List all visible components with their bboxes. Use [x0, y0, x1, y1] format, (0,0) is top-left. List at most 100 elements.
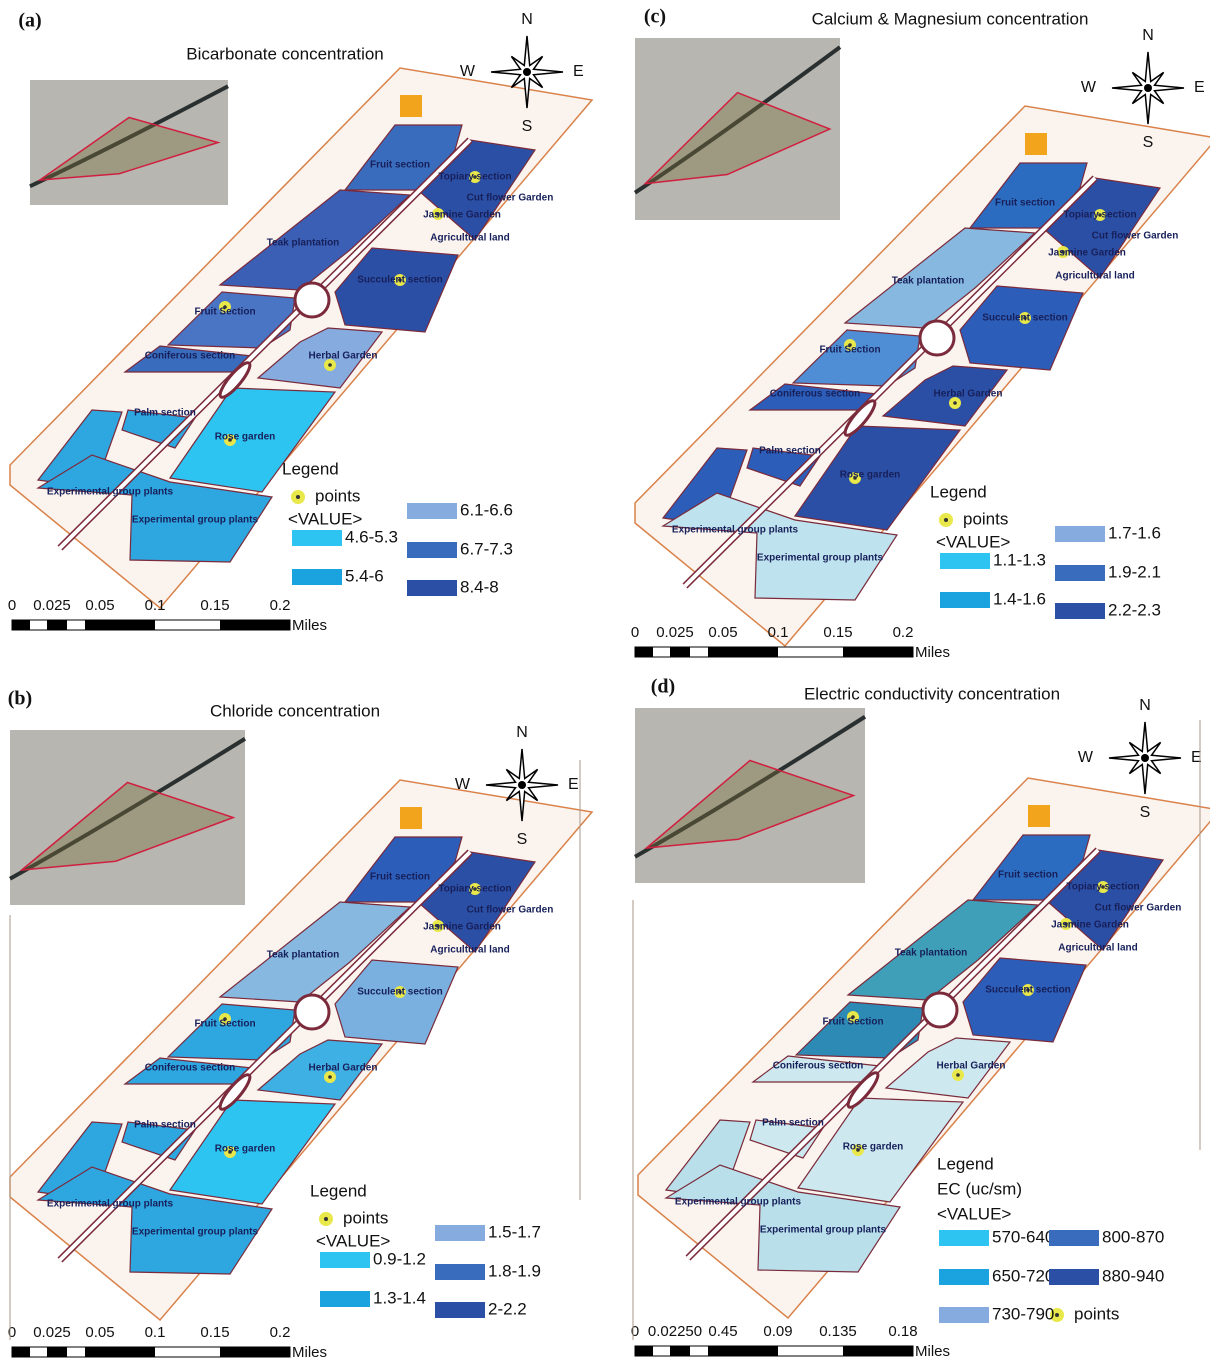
sample-point-center: [328, 1075, 332, 1079]
legend-swatch: [407, 542, 457, 558]
scale-unit: Miles: [292, 1344, 327, 1360]
legend-label: 1.5-1.7: [488, 1222, 541, 1241]
scale-bar-segment: [670, 647, 690, 657]
section-label: Cut flower Garden: [467, 193, 554, 204]
legend-point-center: [324, 1217, 328, 1221]
section-label: Herbal Garden: [934, 389, 1003, 400]
scale-tick-label: 0.1: [768, 624, 789, 641]
section-label: Topiary section: [438, 172, 511, 183]
section-label: Herbal Garden: [309, 1063, 378, 1074]
section-label: Agricultural land: [430, 233, 509, 244]
section-label: Succulent section: [357, 987, 443, 998]
legend-swatch: [407, 503, 457, 519]
panel: Fruit sectionTopiary sectionCut flower G…: [8, 688, 592, 1360]
legend-label: 5.4-6: [345, 566, 384, 585]
compass-n: N: [521, 11, 533, 28]
compass-center: [1144, 84, 1152, 92]
scale-bar-segment: [843, 647, 913, 657]
legend-label: 650-720: [992, 1266, 1054, 1285]
section-label: Herbal Garden: [937, 1061, 1006, 1072]
section-label: Succulent section: [985, 985, 1071, 996]
legend-label: 1.3-1.4: [373, 1288, 426, 1307]
legend-points: points: [343, 1208, 388, 1227]
section-label: Palm section: [762, 1118, 824, 1129]
scale-tick-label: 0.18: [888, 1323, 917, 1340]
section-label: Experimental group plants: [757, 553, 884, 564]
scale-bar-segment: [85, 620, 155, 630]
section-label: Succulent section: [982, 313, 1068, 324]
scale-bar-segment: [690, 1349, 708, 1353]
section-label: Experimental group plants: [760, 1225, 887, 1236]
legend-title: Legend: [930, 482, 987, 501]
compass-s: S: [522, 118, 533, 135]
scale-bar-segment: [708, 647, 778, 657]
section-label: Coniferous section: [770, 389, 861, 400]
legend-subtitle: EC (uc/sm): [937, 1179, 1022, 1198]
scale-unit: Miles: [915, 644, 950, 661]
section-label: Topiary section: [1066, 882, 1139, 893]
legend-point-center: [296, 495, 300, 499]
compass-w: W: [460, 63, 476, 80]
scale-bar-segment: [85, 1347, 155, 1357]
section-label: Fruit section: [998, 870, 1058, 881]
section-label: Cut flower Garden: [1095, 903, 1182, 914]
legend-swatch: [1049, 1269, 1099, 1285]
panel-label: (a): [18, 10, 41, 32]
scale-tick-label: 0.2: [270, 597, 291, 614]
section-label: Jasmine Garden: [423, 210, 501, 221]
legend-swatch: [939, 1307, 989, 1323]
section-label: Fruit Section: [822, 1017, 883, 1028]
section-label: Cut flower Garden: [1092, 231, 1179, 242]
panel-title: Calcium & Magnesium concentration: [812, 9, 1089, 28]
legend-points: points: [963, 509, 1008, 528]
legend-label: 0.9-1.2: [373, 1249, 426, 1268]
section-label: Experimental group plants: [675, 1197, 802, 1208]
section-label: Agricultural land: [430, 945, 509, 956]
legend-label: 8.4-8: [460, 577, 499, 596]
legend-point-center: [1055, 1313, 1059, 1317]
scale-tick-label: 0.15: [200, 1324, 229, 1341]
legend-label: 1.9-2.1: [1108, 562, 1161, 581]
scale-bar-segment: [778, 1349, 843, 1353]
section-label: Jasmine Garden: [1048, 248, 1126, 259]
scale-bar-segment: [635, 647, 653, 657]
section-label: Fruit Section: [194, 307, 255, 318]
compass-n: N: [1142, 27, 1154, 44]
legend-value-header: <VALUE>: [316, 1231, 390, 1250]
section-label: Palm section: [759, 446, 821, 457]
section-label: Fruit Section: [819, 345, 880, 356]
section-label: Agricultural land: [1055, 271, 1134, 282]
legend-swatch: [1049, 1230, 1099, 1246]
scale-tick-label: 0.05: [708, 624, 737, 641]
compass-s: S: [1140, 804, 1151, 821]
scale-tick-label: 0.2: [893, 624, 914, 641]
legend-label: 6.7-7.3: [460, 539, 513, 558]
legend-label: 730-790: [992, 1304, 1054, 1323]
legend-points: points: [1074, 1304, 1119, 1323]
panel-title: Electric conductivity concentration: [804, 684, 1060, 703]
legend-value-header: <VALUE>: [936, 532, 1010, 551]
scale-bar-segment: [708, 1346, 778, 1356]
legend-label: 570-640: [992, 1227, 1054, 1246]
building: [1028, 805, 1050, 827]
roundabout: [920, 321, 954, 355]
sample-point-center: [328, 363, 332, 367]
roundabout: [295, 995, 329, 1029]
legend-swatch: [435, 1302, 485, 1318]
panel: Fruit sectionTopiary sectionCut flower G…: [631, 6, 1210, 661]
legend-swatch: [435, 1264, 485, 1280]
scale-bar-segment: [67, 1350, 85, 1354]
scale-bar-segment: [47, 620, 67, 630]
legend-label: 1.4-1.6: [993, 589, 1046, 608]
scale-tick-label: 0.05: [85, 597, 114, 614]
section-label: Teak plantation: [895, 948, 968, 959]
section-label: Palm section: [134, 1120, 196, 1131]
section-label: Jasmine Garden: [423, 922, 501, 933]
scale-unit: Miles: [292, 617, 327, 634]
panel-label: (c): [644, 6, 666, 28]
panel-title: Chloride concentration: [210, 701, 380, 720]
legend-label: 1.8-1.9: [488, 1261, 541, 1280]
compass-e: E: [1194, 79, 1205, 96]
scale-unit: Miles: [915, 1343, 950, 1360]
legend-swatch: [320, 1291, 370, 1307]
